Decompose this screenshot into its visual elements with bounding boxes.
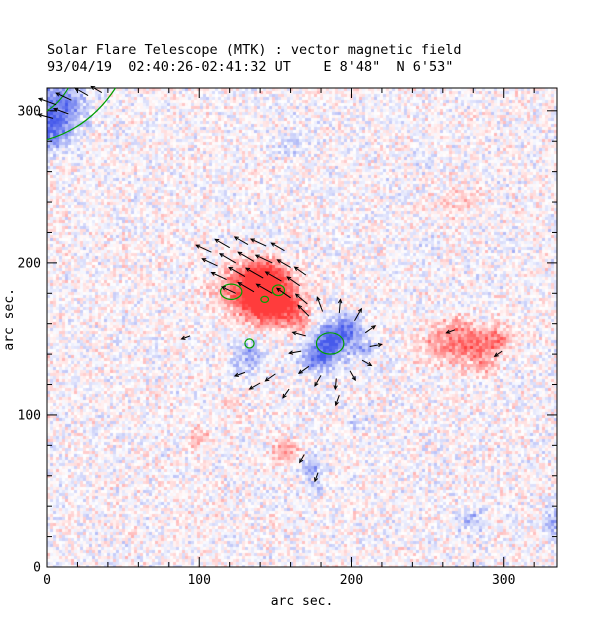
y-tick-label: 200	[18, 256, 41, 271]
y-axis-label: arc sec.	[2, 288, 17, 351]
vector-arrowhead	[37, 97, 43, 102]
x-tick-label: 200	[340, 573, 363, 588]
x-tick-label: 300	[492, 573, 515, 588]
magnetogram-canvas	[47, 88, 557, 567]
figure-title: Solar Flare Telescope (MTK) : vector mag…	[47, 42, 462, 58]
y-tick-label: 0	[33, 561, 41, 576]
x-axis-label: arc sec.	[270, 594, 334, 609]
vector-arrowhead	[37, 113, 43, 118]
y-tick-label: 300	[18, 104, 41, 119]
y-tick-label: 100	[18, 408, 41, 423]
x-tick-label: 0	[43, 573, 51, 588]
x-tick-label: 100	[187, 573, 210, 588]
figure-subtitle: 93/04/19 02:40:26-02:41:32 UT E 8'48" N …	[47, 59, 454, 75]
